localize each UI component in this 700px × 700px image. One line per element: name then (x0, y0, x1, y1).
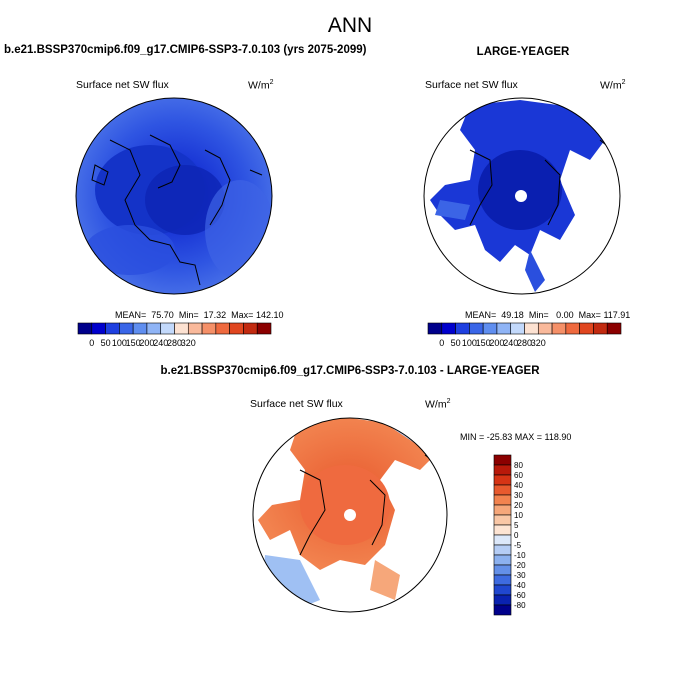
panel-1-colorbar-cell (146, 322, 162, 335)
panel-3-colorbar-tick-label: -30 (514, 571, 526, 580)
panel-3-colorbar-cell (493, 604, 512, 616)
panel-3-colorbar-tick-label: -20 (514, 561, 526, 570)
panel-2-colorbar-cell (455, 322, 470, 335)
panel-3-colorbar-tick-label: 30 (514, 491, 523, 500)
panel-2-colorbar-cell (496, 322, 512, 335)
panel-2-colorbar-tick-label: 200 (489, 338, 504, 348)
panel-1-colorbar-cell (243, 322, 258, 335)
panel-3-title: b.e21.BSSP370cmip6.f09_g17.CMIP6-SSP3-7.… (160, 365, 540, 377)
panel-2-colorbar-tick-label: 280 (517, 338, 532, 348)
panel-1-colorbar-cell (77, 322, 93, 335)
panel-3-colorbar-cell (493, 524, 512, 536)
panel-2-colorbar-cell (482, 322, 498, 335)
panel-2-colorbar-tick-label: 150 (476, 338, 491, 348)
panel-3-units: W/m2 (425, 398, 451, 411)
panel-1-colorbar-tick-label: 0 (89, 338, 94, 348)
panel-2-colorbar-cell (606, 322, 622, 335)
panel-3-variable-label: Surface net SW flux (250, 398, 343, 410)
panel-1-colorbar-cell (201, 322, 217, 335)
panel-2-colorbar-cell (579, 322, 594, 335)
panel-3-colorbar-tick-label: -5 (514, 541, 522, 550)
panel-3-colorbar-cell (493, 584, 512, 596)
panel-2-colorbar-cell (593, 322, 608, 335)
panel-1-colorbar-tick-label: 200 (139, 338, 154, 348)
panel-3-colorbar-tick-label: 40 (514, 481, 523, 490)
panel-3-colorbar-tick-label: -40 (514, 581, 526, 590)
panel-3-colorbar-cell (493, 534, 512, 546)
panel-3-colorbar-cell (493, 484, 512, 496)
panel-1-colorbar-cell (187, 322, 203, 335)
panel-3-colorbar-cell (493, 504, 512, 516)
panel-1-colorbar-cell (91, 322, 106, 335)
panel-3-colorbar-cell (493, 554, 512, 566)
panel-2-boundary (423, 97, 621, 295)
panel-3-colorbar-cell (493, 564, 512, 576)
panel-1-colorbar-cell (160, 322, 175, 335)
panel-3-colorbar-tick-label: -80 (514, 601, 526, 610)
panel-3-colorbar-cell (493, 574, 512, 586)
panel-1-colorbar-cell (132, 322, 148, 335)
panel-2-map (424, 98, 620, 294)
panel-3-colorbar-tick-label: 0 (514, 531, 519, 540)
panel-2-colorbar-cell (565, 322, 580, 335)
panel-3-colorbar-cell (493, 464, 512, 476)
panel-3-colorbar-tick-label: 5 (514, 521, 519, 530)
panel-3-colorbar-tick-label: -10 (514, 551, 526, 560)
panel-2-colorbar-tick-label: 320 (531, 338, 546, 348)
panel-1-colorbar-cell (119, 322, 134, 335)
panel-2-colorbar-tick-label: 0 (439, 338, 444, 348)
panel-1-units: W/m2 (248, 79, 274, 92)
panel-3-stats: MIN = -25.83 MAX = 118.90 (460, 432, 572, 442)
panel-3-colorbar-tick-label: 60 (514, 471, 523, 480)
panel-1-boundary (75, 97, 273, 295)
panel-1-colorbar-cell (174, 322, 189, 335)
panel-2-colorbar-cell (441, 322, 456, 335)
panel-2-variable-label: Surface net SW flux (425, 79, 518, 91)
panel-1-stats: MEAN= 75.70 Min= 17.32 Max= 142.10 (115, 310, 284, 320)
panel-1-colorbar-cell (256, 322, 272, 335)
panel-2-units: W/m2 (600, 79, 626, 92)
panel-2-colorbar-tick-label: 50 (451, 338, 461, 348)
panel-1-colorbar-cell (229, 322, 244, 335)
panel-3-colorbar-cell (493, 494, 512, 506)
panel-2-colorbar-cell (551, 322, 567, 335)
panel-2-colorbar-cell (427, 322, 443, 335)
panel-3-colorbar-tick-label: 20 (514, 501, 523, 510)
panel-3-colorbar-tick-label: -60 (514, 591, 526, 600)
panel-3-map (253, 418, 447, 612)
panel-1-title: b.e21.BSSP370cmip6.f09_g17.CMIP6-SSP3-7.… (4, 44, 367, 56)
panel-3-colorbar-cell (493, 454, 512, 466)
panel-1-colorbar-tick-label: 320 (181, 338, 196, 348)
panel-2-colorbar-tick-label: 100 (462, 338, 477, 348)
panel-1-colorbar-tick-label: 240 (153, 338, 168, 348)
panel-1-colorbar-tick-label: 100 (112, 338, 127, 348)
panel-1-colorbar-cell (215, 322, 230, 335)
panel-1-colorbar-cell (105, 322, 120, 335)
panel-1-map (76, 98, 272, 294)
panel-3-colorbar-tick-label: 10 (514, 511, 523, 520)
panel-3-colorbar-cell (493, 544, 512, 556)
figure-title: ANN (327, 14, 373, 37)
panel-2-colorbar-cell (510, 322, 525, 335)
panel-1-variable-label: Surface net SW flux (76, 79, 169, 91)
panel-1-colorbar-tick-label: 150 (126, 338, 141, 348)
panel-2-stats: MEAN= 49.18 Min= 0.00 Max= 117.91 (465, 310, 631, 320)
panel-2-colorbar-cell (524, 322, 539, 335)
panel-2-colorbar-cell (537, 322, 553, 335)
panel-3-colorbar-cell (493, 474, 512, 486)
panel-3-colorbar-tick-label: 80 (514, 461, 523, 470)
panel-3-colorbar-cell (493, 514, 512, 526)
panel-2-title: LARGE-YEAGER (476, 46, 570, 58)
panel-2-colorbar-tick-label: 240 (503, 338, 518, 348)
panel-3-colorbar-cell (493, 594, 512, 606)
panel-1-colorbar-tick-label: 50 (101, 338, 111, 348)
panel-1-colorbar-tick-label: 280 (167, 338, 182, 348)
panel-2-colorbar-cell (469, 322, 484, 335)
panel-3-boundary (252, 417, 448, 613)
